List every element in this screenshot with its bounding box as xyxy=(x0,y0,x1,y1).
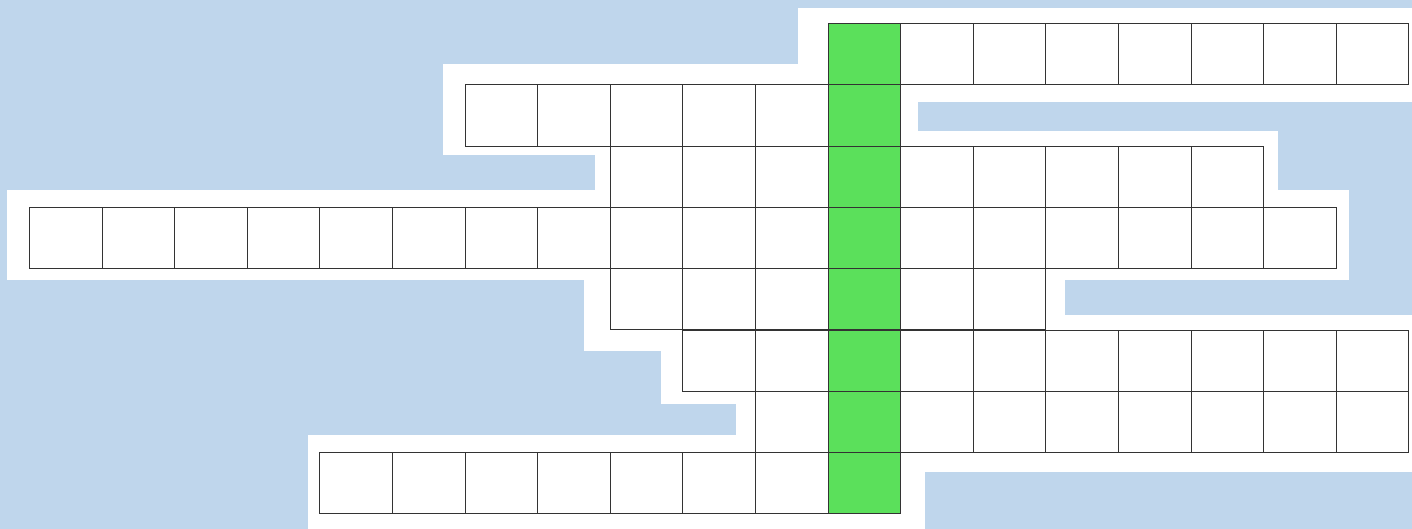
crossword-cell[interactable] xyxy=(1045,145,1119,208)
background-region xyxy=(0,0,798,64)
crossword-cell[interactable] xyxy=(537,452,611,515)
crossword-cell[interactable] xyxy=(101,206,176,270)
crossword-cell[interactable] xyxy=(972,268,1047,331)
crossword-cell-highlighted[interactable] xyxy=(827,390,902,454)
background-region xyxy=(918,102,1412,131)
crossword-cell[interactable] xyxy=(1190,206,1265,270)
crossword-cell[interactable] xyxy=(537,84,611,147)
crossword-cell[interactable] xyxy=(174,206,248,270)
crossword-cell[interactable] xyxy=(1118,206,1192,270)
crossword-cell[interactable] xyxy=(1190,390,1265,454)
crossword-cell[interactable] xyxy=(682,452,756,515)
crossword-cell[interactable] xyxy=(392,452,466,515)
background-region xyxy=(0,435,308,529)
crossword-cell[interactable] xyxy=(900,23,974,86)
crossword-cell[interactable] xyxy=(1335,23,1410,86)
crossword-cell[interactable] xyxy=(972,329,1047,392)
crossword-cell[interactable] xyxy=(319,452,393,515)
crossword-cell[interactable] xyxy=(1263,329,1337,392)
crossword-cell[interactable] xyxy=(755,329,829,392)
crossword-cell-highlighted[interactable] xyxy=(827,23,902,86)
crossword-cell[interactable] xyxy=(682,329,756,392)
crossword-cell[interactable] xyxy=(29,206,103,270)
background-region xyxy=(1065,280,1412,315)
crossword-cell[interactable] xyxy=(609,268,684,331)
crossword-cell[interactable] xyxy=(609,84,684,147)
crossword-cell[interactable] xyxy=(609,145,684,208)
background-region xyxy=(1278,131,1412,190)
crossword-cell[interactable] xyxy=(972,206,1047,270)
crossword-cell[interactable] xyxy=(537,206,611,270)
crossword-cell-highlighted[interactable] xyxy=(827,268,902,331)
crossword-cell[interactable] xyxy=(392,206,466,270)
background-region xyxy=(443,155,595,190)
crossword-cell[interactable] xyxy=(755,84,829,147)
crossword-cell[interactable] xyxy=(900,390,974,454)
crossword-cell[interactable] xyxy=(464,206,539,270)
crossword-cell[interactable] xyxy=(682,145,756,208)
crossword-cell[interactable] xyxy=(900,206,974,270)
crossword-cell[interactable] xyxy=(755,206,829,270)
crossword-cell[interactable] xyxy=(972,23,1047,86)
crossword-cell[interactable] xyxy=(755,145,829,208)
crossword-cell[interactable] xyxy=(900,329,974,392)
crossword-cell[interactable] xyxy=(1045,329,1119,392)
crossword-cell[interactable] xyxy=(464,84,539,147)
crossword-cell[interactable] xyxy=(682,268,756,331)
crossword-cell[interactable] xyxy=(1118,329,1192,392)
crossword-cell[interactable] xyxy=(1045,206,1119,270)
crossword-cell[interactable] xyxy=(1263,206,1337,270)
background-region xyxy=(925,472,1412,529)
crossword-cell[interactable] xyxy=(755,268,829,331)
background-region xyxy=(0,280,584,351)
crossword-cell[interactable] xyxy=(900,268,974,331)
crossword-cell[interactable] xyxy=(246,206,321,270)
crossword-cell-highlighted[interactable] xyxy=(827,452,902,515)
crossword-cell[interactable] xyxy=(1045,23,1119,86)
crossword-cell[interactable] xyxy=(1190,145,1265,208)
background-region xyxy=(0,190,7,280)
background-region xyxy=(0,351,661,404)
crossword-cell[interactable] xyxy=(1118,390,1192,454)
crossword-cell-highlighted[interactable] xyxy=(827,329,902,392)
background-region xyxy=(1349,190,1412,280)
crossword-cell[interactable] xyxy=(1263,23,1337,86)
background-region xyxy=(0,404,736,435)
crossword-cell[interactable] xyxy=(1118,23,1192,86)
background-region xyxy=(0,64,443,190)
crossword-cell[interactable] xyxy=(319,206,393,270)
crossword-cell[interactable] xyxy=(972,390,1047,454)
crossword-cell[interactable] xyxy=(1118,145,1192,208)
crossword-cell-highlighted[interactable] xyxy=(827,84,902,147)
crossword-cell[interactable] xyxy=(682,84,756,147)
crossword-cell[interactable] xyxy=(755,390,829,454)
crossword-cell[interactable] xyxy=(464,452,539,515)
background-region xyxy=(798,0,1412,8)
crossword-cell[interactable] xyxy=(609,206,684,270)
crossword-cell[interactable] xyxy=(1045,390,1119,454)
crossword-cell[interactable] xyxy=(609,452,684,515)
crossword-cell[interactable] xyxy=(1190,23,1265,86)
crossword-cell-highlighted[interactable] xyxy=(827,145,902,208)
crossword-cell[interactable] xyxy=(1190,329,1265,392)
crossword-cell-highlighted[interactable] xyxy=(827,206,902,270)
crossword-cell[interactable] xyxy=(755,452,829,515)
crossword-cell[interactable] xyxy=(972,145,1047,208)
crossword-cell[interactable] xyxy=(1335,390,1410,454)
crossword-cell[interactable] xyxy=(682,206,756,270)
crossword-cell[interactable] xyxy=(900,145,974,208)
crossword-cell[interactable] xyxy=(1335,329,1410,392)
crossword-cell[interactable] xyxy=(1263,390,1337,454)
